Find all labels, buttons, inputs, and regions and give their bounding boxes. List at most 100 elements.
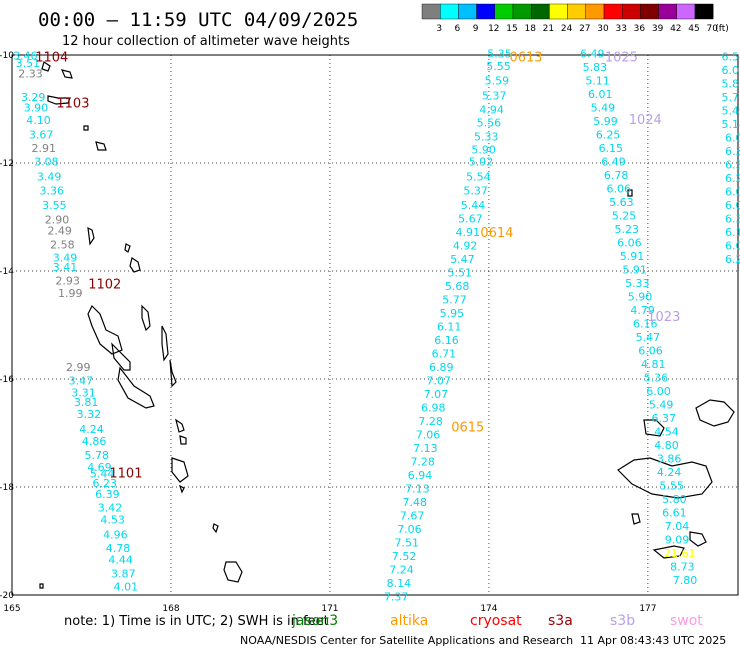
- colorbar-label: 27: [579, 24, 590, 34]
- wave-height-label: 7.37: [384, 590, 409, 603]
- wave-height-label: 7.52: [392, 550, 417, 563]
- wave-height-label: 5.44: [90, 467, 115, 480]
- wave-height-label: 3.81: [74, 396, 99, 409]
- footer-credit: NOAA/NESDIS Center for Satellite Applica…: [240, 634, 573, 647]
- wave-height-label: 4.24: [657, 466, 682, 479]
- wave-height-label: 6.71: [432, 347, 457, 360]
- wave-height-label: 5.59: [485, 75, 510, 88]
- wave-height-label: 4.53: [100, 514, 125, 527]
- satellite-legend-item: cryosat: [470, 613, 522, 629]
- x-tick-label: 174: [480, 604, 497, 614]
- island-outline: [87, 304, 123, 355]
- wave-height-label: 3.36: [39, 184, 64, 197]
- color-swatch: [476, 3, 496, 20]
- wave-height-label: 6.89: [429, 361, 454, 374]
- wave-height-label: 6.78: [604, 169, 629, 182]
- wave-height-label: 5.36: [644, 372, 669, 385]
- wave-height-label: 4.24: [79, 423, 104, 436]
- colorbar-label: 15: [506, 24, 517, 34]
- wave-height-label: 4.80: [654, 439, 679, 452]
- wave-height-label: 6.3: [725, 158, 740, 171]
- wave-height-label: 5.56: [477, 116, 502, 129]
- wave-height-label: 7.48: [402, 496, 427, 509]
- island-outline: [643, 399, 735, 437]
- satellite-legend: jason3 altika cryosat s3a s3b swot: [291, 613, 703, 629]
- wave-height-label: 5.11: [585, 75, 610, 88]
- wave-height-label: 6.06: [607, 183, 632, 196]
- wave-height-label: 5.37: [463, 184, 488, 197]
- wave-height-label: 4.91: [455, 226, 480, 239]
- wave-height-label: 1.99: [58, 287, 83, 300]
- y-tick-label: -14: [0, 267, 14, 277]
- wave-height-label: 5.47: [450, 253, 475, 266]
- colorbar-label: 6: [455, 24, 461, 34]
- wave-height-label: 2.49: [47, 224, 72, 237]
- colorbar-label: 18: [524, 24, 536, 34]
- y-tick-label: -20: [0, 591, 14, 601]
- colorbar-label: 21: [543, 24, 554, 34]
- colorbar-label: 33: [615, 24, 626, 34]
- island-outline: [83, 125, 107, 151]
- wave-height-label: 7.04: [665, 520, 690, 533]
- wave-height-label: 7.06: [397, 523, 422, 536]
- wave-height-label: 7.28: [418, 415, 443, 428]
- wave-height-label: 6.2: [725, 253, 740, 266]
- wave-height-label: 6.0: [725, 131, 740, 144]
- pass-labels: 1104 1103 1102 1101 0613 0614 0615 1025 1024 1023: [35, 51, 680, 482]
- wave-height-label: 6.23: [92, 477, 117, 490]
- wave-height-label: 6.0: [725, 185, 740, 198]
- wave-height-label: 5.80: [662, 493, 687, 506]
- wave-height-label: 6.0: [725, 199, 740, 212]
- wave-height-label: 3.41: [53, 261, 78, 274]
- wave-height-label: 4.54: [654, 426, 679, 439]
- wave-height-label: 5.54: [466, 170, 491, 183]
- footer-timestamp: 11 Apr 08:43:43 UTC 2025: [580, 634, 726, 647]
- island-outline: [627, 189, 633, 197]
- colorbar-label: 3: [436, 24, 442, 34]
- color-swatch: [531, 3, 550, 20]
- pass-label: 1023: [647, 310, 680, 325]
- island-outline: [41, 61, 73, 79]
- colorbar-label: 30: [597, 24, 609, 34]
- wave-height-label: 4.79: [630, 304, 655, 317]
- wave-height-label: 6.3: [725, 212, 740, 225]
- wave-height-label: 4.92: [453, 239, 478, 252]
- pass-label: 1104: [35, 51, 68, 66]
- wave-height-label: 5.37: [482, 89, 507, 102]
- chart-subtitle: 12 hour collection of altimeter wave hei…: [62, 34, 350, 49]
- x-tick-label: 168: [162, 604, 179, 614]
- wave-height-label: 5.33: [625, 277, 650, 290]
- pass-label: 1101: [109, 467, 142, 482]
- island-outline: [631, 513, 707, 559]
- wave-height-label: 5.49: [649, 399, 674, 412]
- wave-height-label: 6.06: [638, 345, 663, 358]
- wave-height-label: 3.46: [13, 49, 38, 62]
- wave-height-label: 7.07: [424, 388, 449, 401]
- wave-height-label: 3.86: [657, 453, 682, 466]
- wave-height-label: 4.96: [103, 528, 128, 541]
- colorbar-label: 45: [688, 24, 699, 34]
- wave-height-label: 6.01: [588, 88, 613, 101]
- wave-height-label: 6.1: [725, 226, 740, 239]
- wave-height-label: 8.73: [670, 561, 695, 574]
- wave-height-label: 6.16: [633, 318, 658, 331]
- wave-height-label: 5.67: [458, 212, 483, 225]
- wave-height-label: 6.11: [437, 320, 462, 333]
- wave-height-label: 4.78: [106, 542, 131, 555]
- color-swatch: [603, 3, 623, 20]
- wave-height-label: 5.63: [609, 196, 634, 209]
- color-swatch: [512, 3, 532, 20]
- wave-height-label: 3.55: [42, 199, 67, 212]
- wave-height-label: 7.51: [395, 536, 420, 549]
- colorbar-label: 42: [670, 24, 681, 34]
- colorbar-label: 12: [488, 24, 499, 34]
- wave-height-label: 7.13: [405, 482, 430, 495]
- color-swatch: [567, 3, 586, 20]
- wave-height-label: 6.3: [725, 145, 740, 158]
- island-outline: [171, 418, 189, 494]
- wave-height-values: 3.463.512.333.293.904.103.672.913.083.49…: [13, 48, 740, 604]
- wave-height-label: 9.09: [665, 534, 690, 547]
- wave-height-label: 6.2: [725, 172, 740, 185]
- wave-height-label: 5.99: [593, 115, 618, 128]
- wave-height-label: 3.87: [111, 568, 136, 581]
